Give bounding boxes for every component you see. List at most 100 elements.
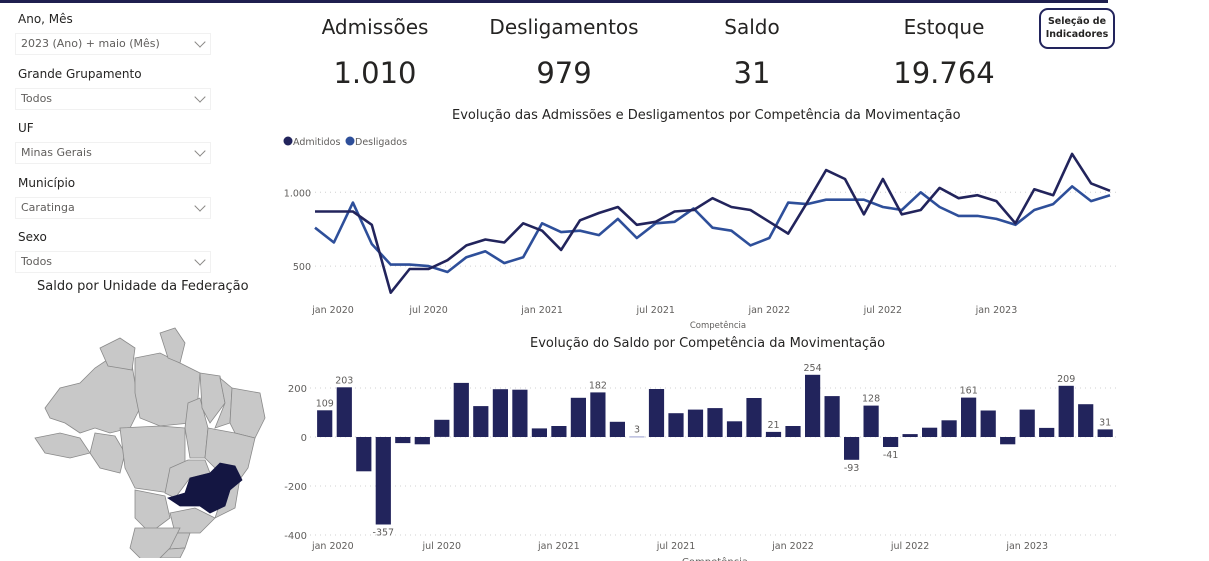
- bar[interactable]: [317, 410, 333, 437]
- chevron-down-icon: [194, 200, 206, 212]
- x-axis-title: Competência: [690, 320, 746, 331]
- x-tick-label: jul 2020: [408, 305, 448, 316]
- bar[interactable]: [1019, 409, 1035, 437]
- bar[interactable]: [453, 382, 469, 437]
- legend-label-desligados[interactable]: Desligados: [355, 137, 407, 148]
- bar-data-label: -93: [844, 463, 860, 474]
- filter-label-ano-mes: Ano, Mês: [18, 12, 73, 26]
- filter-dropdown-ano-mes[interactable]: 2023 (Ano) + maio (Mês): [15, 33, 211, 55]
- bar-data-label: 161: [960, 386, 978, 397]
- state-rondonia[interactable]: [89, 432, 126, 474]
- bar-data-label: 209: [1057, 374, 1075, 385]
- indicator-selection-button[interactable]: Seleção de Indicadores: [1039, 8, 1115, 49]
- bar-data-label: -41: [883, 450, 899, 461]
- kpi-label-admissoes: Admissões: [321, 15, 429, 39]
- bar[interactable]: [765, 431, 782, 437]
- kpi-value-estoque: 19.764: [893, 56, 995, 90]
- state-amapa[interactable]: [159, 327, 186, 364]
- bar[interactable]: [805, 374, 821, 437]
- bar[interactable]: [434, 419, 450, 437]
- bar[interactable]: [648, 389, 665, 437]
- kpi-label-desligamentos: Desligamentos: [489, 15, 639, 39]
- bar[interactable]: [726, 421, 743, 437]
- bar[interactable]: [1078, 404, 1094, 437]
- map-title: Saldo por Unidade da Federação: [37, 279, 249, 294]
- filter-label-sexo: Sexo: [18, 230, 47, 244]
- bar[interactable]: [336, 387, 352, 437]
- state-acre[interactable]: [34, 432, 91, 459]
- bar[interactable]: [707, 408, 723, 437]
- x-tick-label: jan 2020: [311, 305, 354, 316]
- filter-dropdown-uf[interactable]: Minas Gerais: [15, 142, 211, 164]
- legend-marker-desligados[interactable]: [345, 136, 355, 146]
- saldo-bar-chart[interactable]: -400 -200 0 200 109 203 -357 182 3 21 254 -93 128 -41…: [270, 355, 1130, 561]
- state-maranhao[interactable]: [199, 372, 226, 424]
- x-tick-label: jan 2023: [975, 305, 1018, 316]
- bar[interactable]: [746, 398, 762, 437]
- bar[interactable]: [590, 392, 606, 437]
- series-line-admitidos[interactable]: [315, 152, 1111, 294]
- bar[interactable]: [395, 437, 411, 444]
- bar[interactable]: [844, 437, 860, 460]
- state-piaui[interactable]: [214, 376, 233, 429]
- bar[interactable]: [414, 437, 430, 445]
- series-line-desligados[interactable]: [314, 185, 1111, 274]
- filter-dropdown-sexo[interactable]: Todos: [15, 251, 211, 273]
- x-tick-label: jan 2021: [537, 541, 580, 552]
- bar[interactable]: [492, 389, 508, 437]
- filter-label-grande-grupamento: Grande Grupamento: [18, 67, 142, 81]
- admissions-dismissals-line-chart[interactable]: Admitidos Desligados 500 1.000 jan 2020 jul 2…: [270, 128, 1120, 333]
- x-tick-label: jul 2021: [635, 305, 675, 316]
- bar[interactable]: [687, 409, 704, 437]
- brazil-map[interactable]: [20, 308, 270, 558]
- state-bahia[interactable]: [204, 427, 256, 487]
- x-axis-title: Competência: [682, 556, 748, 561]
- top-border: [0, 0, 1108, 3]
- filter-value: 2023 (Ano) + maio (Mês): [21, 37, 160, 50]
- bar[interactable]: [531, 428, 547, 437]
- bar[interactable]: [375, 437, 391, 525]
- bar[interactable]: [356, 437, 372, 472]
- bar-chart-title: Evolução do Saldo por Competência da Mov…: [530, 336, 886, 351]
- state-minas-gerais[interactable]: [167, 462, 243, 514]
- bar[interactable]: [1058, 385, 1074, 437]
- state-northeast[interactable]: [229, 387, 266, 439]
- y-tick-label: -400: [284, 531, 307, 542]
- bar[interactable]: [863, 405, 879, 437]
- bar[interactable]: [570, 397, 586, 437]
- filter-dropdown-grande-grupamento[interactable]: Todos: [15, 88, 211, 110]
- bar[interactable]: [1039, 427, 1055, 437]
- filter-value: Todos: [21, 255, 53, 268]
- bar[interactable]: [1000, 437, 1016, 445]
- state-rio-grande-sul[interactable]: [129, 527, 181, 558]
- state-mato-grosso-sul[interactable]: [134, 489, 171, 534]
- bar[interactable]: [629, 436, 645, 438]
- bar[interactable]: [941, 420, 957, 437]
- filter-value: Todos: [21, 92, 53, 105]
- filter-dropdown-municipio[interactable]: Caratinga: [15, 197, 211, 219]
- x-tick-label: jul 2020: [422, 541, 462, 552]
- state-roraima[interactable]: [99, 337, 136, 371]
- x-tick-label: jul 2021: [656, 541, 696, 552]
- bar[interactable]: [551, 426, 567, 437]
- x-tick-label: jul 2022: [890, 541, 930, 552]
- legend-marker-admitidos[interactable]: [283, 136, 293, 146]
- bar[interactable]: [785, 426, 801, 437]
- bar[interactable]: [668, 413, 684, 437]
- bar[interactable]: [1097, 429, 1113, 437]
- bar[interactable]: [473, 406, 489, 437]
- filter-label-municipio: Município: [18, 176, 76, 190]
- legend-label-admitidos[interactable]: Admitidos: [293, 137, 340, 148]
- bar[interactable]: [902, 434, 918, 437]
- bar[interactable]: [980, 410, 996, 438]
- x-tick-label: jul 2022: [863, 305, 903, 316]
- bar[interactable]: [922, 427, 938, 437]
- bar[interactable]: [512, 389, 528, 437]
- bar[interactable]: [883, 437, 899, 447]
- bar-data-label: 128: [862, 394, 880, 405]
- y-tick-label: 200: [288, 384, 307, 395]
- y-tick-label: 1.000: [284, 188, 311, 199]
- bar[interactable]: [824, 396, 840, 437]
- bar[interactable]: [609, 421, 625, 437]
- bar[interactable]: [961, 397, 977, 437]
